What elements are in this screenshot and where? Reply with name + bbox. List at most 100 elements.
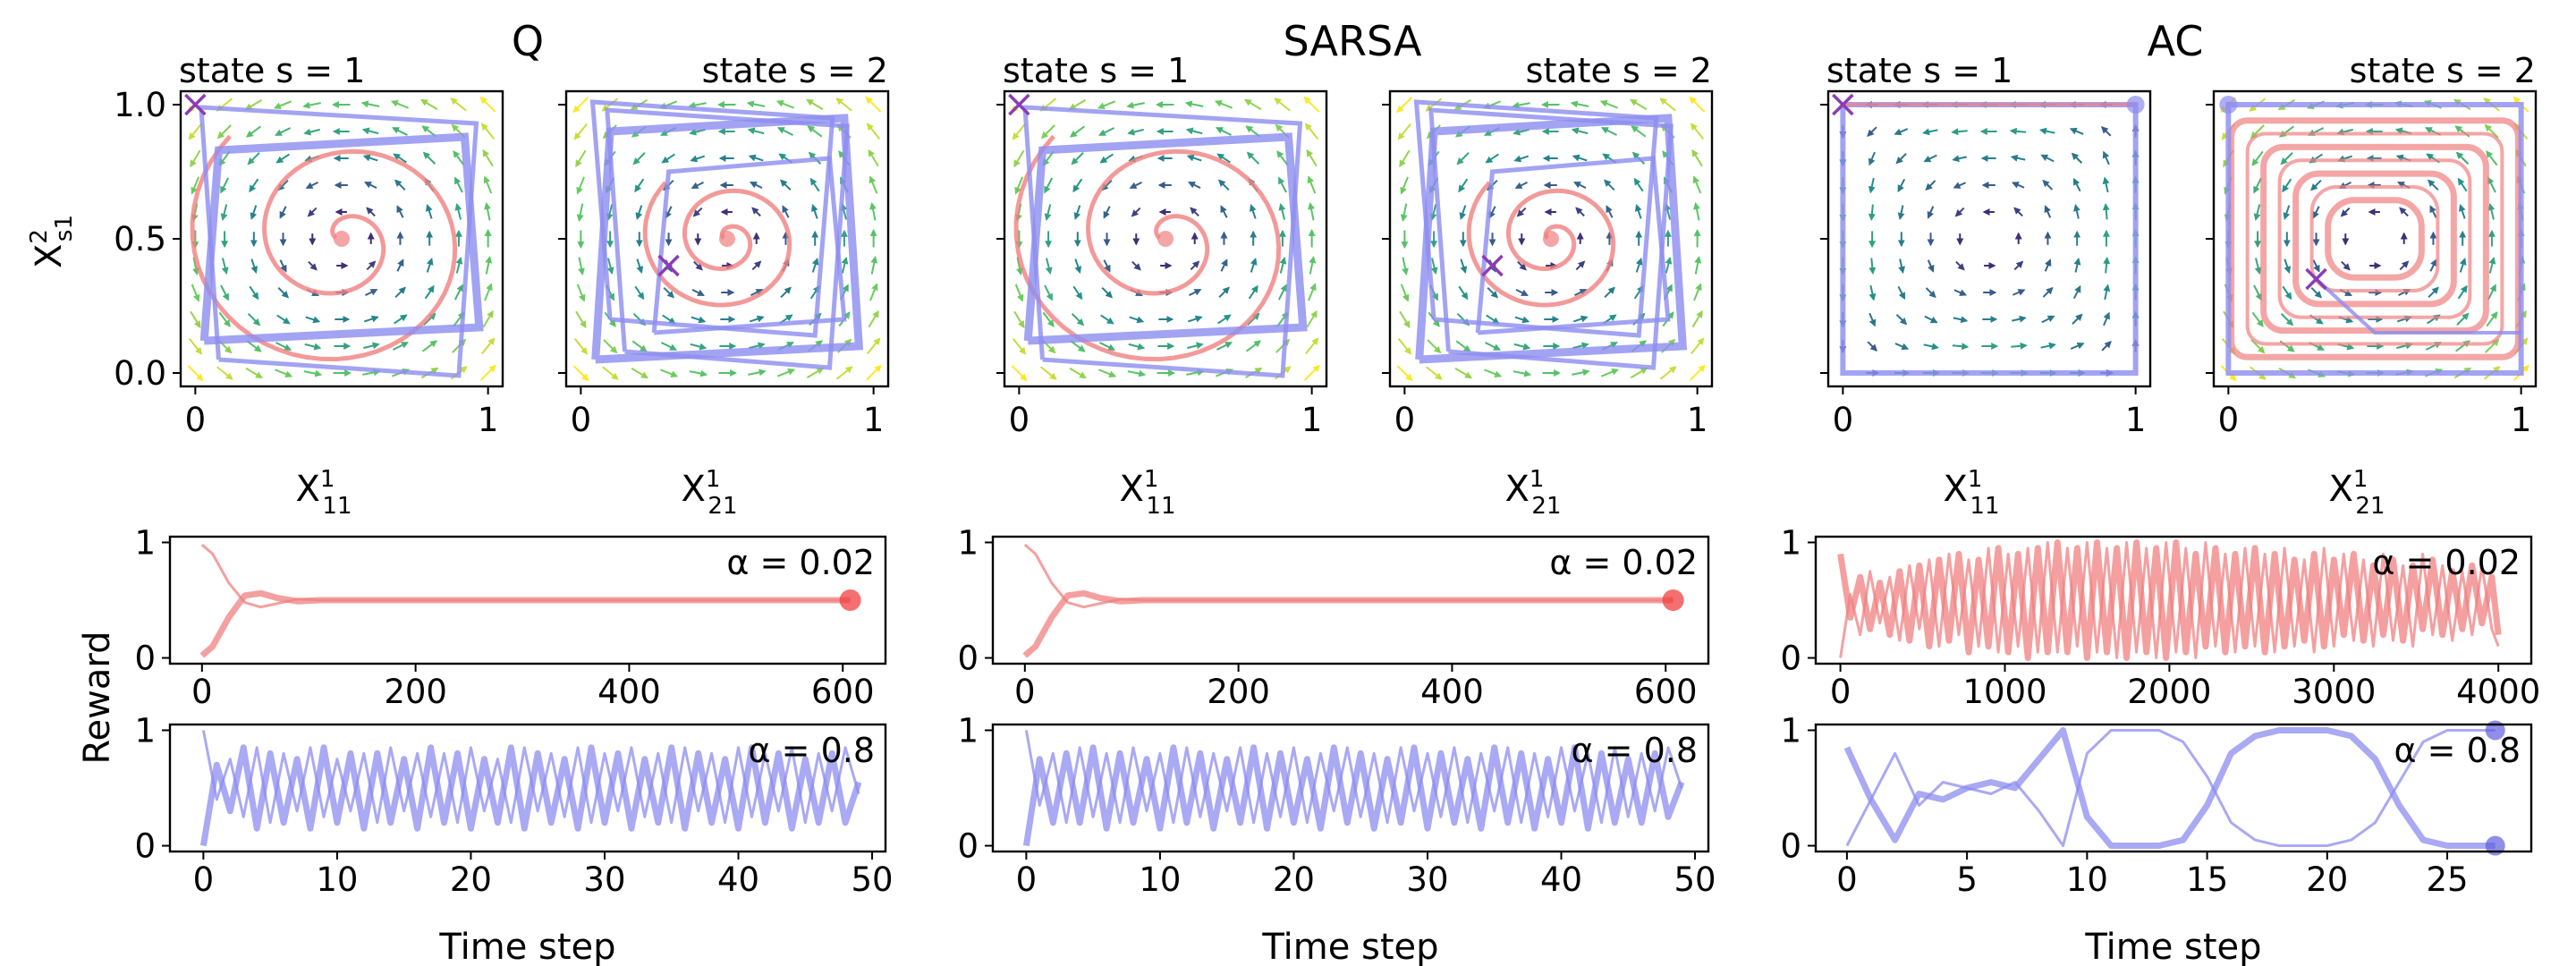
- vector-arrow: [2011, 182, 2025, 189]
- vector-arrow: [364, 181, 377, 190]
- end-marker: [2219, 96, 2238, 114]
- vector-arrow: [188, 337, 203, 355]
- vector-arrow: [749, 315, 765, 323]
- reward-ylabel: Reward: [77, 631, 118, 765]
- blue-trajectory: [591, 114, 864, 364]
- x-tick-label: 0: [1009, 401, 1030, 439]
- vector-arrow: [2038, 127, 2055, 135]
- blue-trajectory: [605, 107, 850, 370]
- vector-arrow: [420, 98, 438, 111]
- vector-arrow: [1214, 100, 1233, 109]
- phase-xlabel: X1 21: [1504, 466, 1561, 520]
- vector-arrow: [216, 366, 233, 380]
- vector-arrow: [303, 369, 323, 377]
- vector-arrow: [1044, 177, 1054, 194]
- vector-arrow: [1068, 98, 1087, 111]
- vector-arrow: [1694, 256, 1702, 275]
- y-tick-label: 0: [1780, 640, 1801, 678]
- vector-arrow: [307, 207, 318, 217]
- vector-arrow: [750, 288, 764, 297]
- vector-arrow: [305, 316, 321, 324]
- vector-arrow: [422, 151, 436, 165]
- reward-xlabel: Time step: [2084, 927, 2261, 966]
- vector-arrow: [1399, 149, 1411, 168]
- vector-arrow: [868, 148, 879, 167]
- vector-arrow: [302, 101, 321, 109]
- x-tick-label: 400: [597, 673, 661, 711]
- vector-arrow: [2429, 258, 2437, 272]
- series-line-agent-2: [1837, 539, 2502, 661]
- vector-arrow: [453, 150, 465, 166]
- vector-arrow: [1250, 258, 1258, 273]
- state-label: state s = 2: [702, 51, 888, 90]
- vector-arrow: [484, 283, 493, 301]
- vector-arrow: [1190, 260, 1200, 271]
- vector-arrow: [1599, 100, 1618, 109]
- vector-arrow: [1274, 97, 1291, 112]
- vector-arrow: [1924, 315, 1938, 324]
- vector-arrow: [2072, 313, 2083, 325]
- x-tick-label: 600: [811, 673, 875, 711]
- vector-arrow: [244, 98, 263, 111]
- vector-arrow: [2485, 338, 2500, 353]
- vector-arrow: [1952, 155, 1967, 163]
- vector-arrow: [806, 98, 824, 111]
- vector-arrow: [1513, 128, 1530, 136]
- vector-arrow: [1575, 207, 1585, 217]
- reward-axes-frame: [1814, 723, 2533, 853]
- x-tick-label: 1000: [1962, 673, 2046, 711]
- alpha-label: α = 0.8: [1572, 731, 1698, 770]
- vector-arrow: [2251, 311, 2264, 327]
- vector-arrow: [1011, 365, 1028, 382]
- vector-arrow: [1690, 123, 1705, 140]
- vector-arrow: [1012, 123, 1026, 140]
- vector-arrow: [1246, 151, 1260, 165]
- vector-arrow: [1691, 309, 1703, 328]
- x-tick-label: 0: [1836, 860, 1858, 899]
- vector-arrow: [275, 127, 292, 136]
- fixed-point-marker: [334, 231, 350, 247]
- vector-arrow: [1071, 152, 1084, 165]
- vector-arrow: [663, 286, 675, 299]
- vector-arrow: [1245, 340, 1262, 352]
- vector-arrow: [2457, 284, 2468, 300]
- vector-arrow: [636, 258, 644, 274]
- vector-arrow: [602, 366, 619, 380]
- vector-arrow: [2044, 205, 2052, 218]
- vector-arrow: [1953, 316, 1969, 324]
- reward-xlabel: Time step: [1261, 927, 1438, 966]
- vector-arrow: [2341, 260, 2351, 271]
- x-tick-label: 0: [1394, 401, 1416, 439]
- vector-arrow: [220, 204, 228, 222]
- vector-arrow: [484, 202, 491, 221]
- vector-arrow: [424, 284, 435, 300]
- reward-panel: α = 0.02 0 1 0 200 400 600: [134, 523, 887, 711]
- vector-arrow: [1303, 96, 1320, 113]
- vector-arrow: [305, 181, 318, 190]
- vector-arrow: [190, 149, 201, 168]
- series-line-agent-2: [1022, 589, 1674, 658]
- vector-arrow: [869, 202, 877, 221]
- vector-arrow: [396, 258, 404, 272]
- vector-arrow: [2486, 311, 2498, 327]
- vector-arrow: [192, 257, 199, 275]
- vector-arrow: [1044, 284, 1054, 301]
- vector-arrow: [1572, 342, 1589, 350]
- y-tick-label: 1: [1780, 711, 1801, 750]
- vector-arrow: [1600, 369, 1620, 377]
- vector-arrow: [606, 258, 614, 275]
- vector-arrow: [2399, 207, 2409, 217]
- phase-xlabel: X1 11: [295, 466, 352, 520]
- vector-field: [1839, 101, 2140, 377]
- vector-arrow: [1013, 149, 1025, 168]
- vector-arrow: [303, 128, 320, 136]
- vector-arrow: [1635, 258, 1643, 273]
- phase-xlabel: X1 11: [1943, 466, 1999, 520]
- vector-arrow: [1074, 258, 1082, 274]
- vector-arrow: [1279, 256, 1287, 274]
- start-cross-marker: [657, 254, 680, 277]
- vector-arrow: [421, 340, 438, 352]
- vector-arrow: [279, 206, 287, 219]
- blue-trajectory: [1428, 107, 1674, 370]
- red-trajectory: [2292, 170, 2457, 308]
